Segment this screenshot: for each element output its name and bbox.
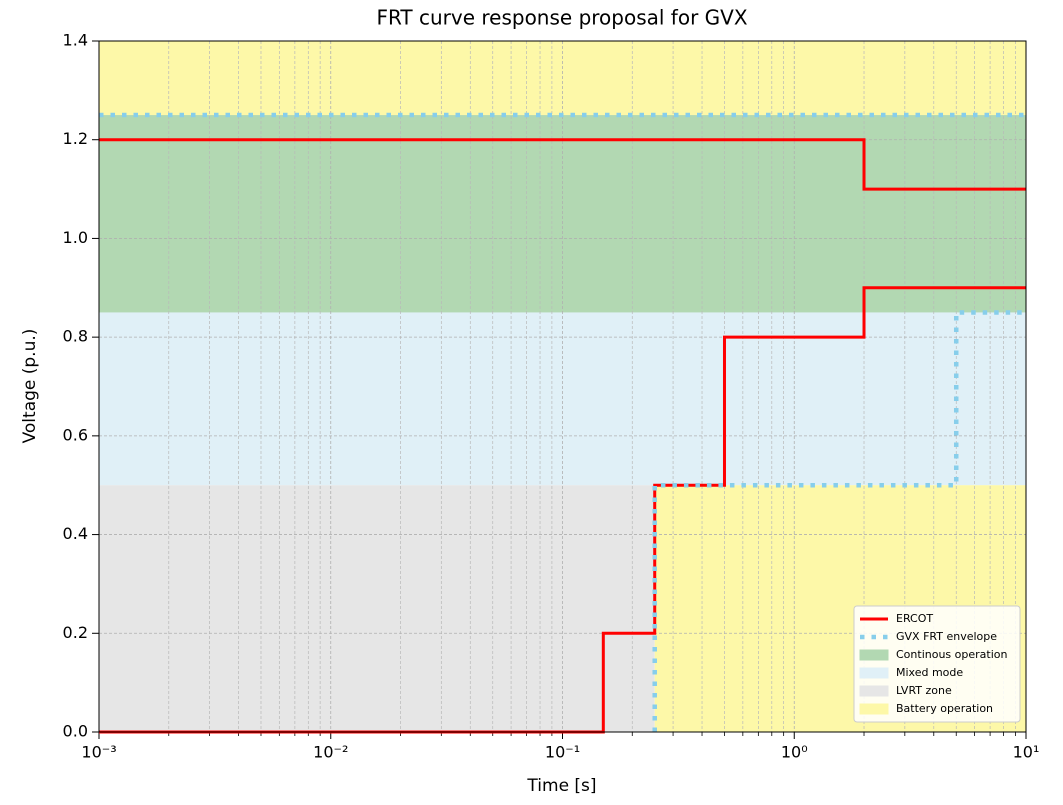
x-tick-label: 10⁻³ xyxy=(81,743,116,762)
x-axis-label: Time [s] xyxy=(526,776,596,796)
y-tick-label: 0.8 xyxy=(63,327,88,346)
legend-patch xyxy=(859,685,889,697)
y-tick-label: 1.2 xyxy=(63,129,88,148)
legend-label: Mixed mode xyxy=(896,666,963,679)
legend-label: Continous operation xyxy=(896,648,1007,661)
plot-frame xyxy=(98,40,1027,733)
x-tick-label: 10⁰ xyxy=(781,743,808,762)
x-tick-label: 10¹ xyxy=(1013,743,1040,762)
y-tick-label: 0.2 xyxy=(63,623,88,642)
series-line xyxy=(99,138,1026,734)
legend-label: Battery operation xyxy=(896,702,993,715)
x-tick-label: 10⁻¹ xyxy=(545,743,580,762)
y-tick-label: 1.0 xyxy=(63,228,88,247)
x-tick-label: 10⁻² xyxy=(313,743,348,762)
legend-label: ERCOT xyxy=(896,612,933,625)
legend-patch xyxy=(859,649,889,661)
legend-patch xyxy=(859,667,889,679)
legend-box xyxy=(853,605,1021,723)
legend-patch xyxy=(859,703,889,715)
legend-label: LVRT zone xyxy=(896,684,952,697)
y-tick-label: 1.4 xyxy=(63,31,88,50)
y-axis-label: Voltage (p.u.) xyxy=(20,329,40,444)
y-tick-label: 0.6 xyxy=(63,425,88,444)
y-tick-label: 0.4 xyxy=(63,524,88,543)
legend-label: GVX FRT envelope xyxy=(896,630,997,643)
chart-title: FRT curve response proposal for GVX xyxy=(376,6,747,30)
region xyxy=(99,485,655,732)
y-tick-label: 0.0 xyxy=(63,722,88,741)
series-line xyxy=(99,112,1026,732)
